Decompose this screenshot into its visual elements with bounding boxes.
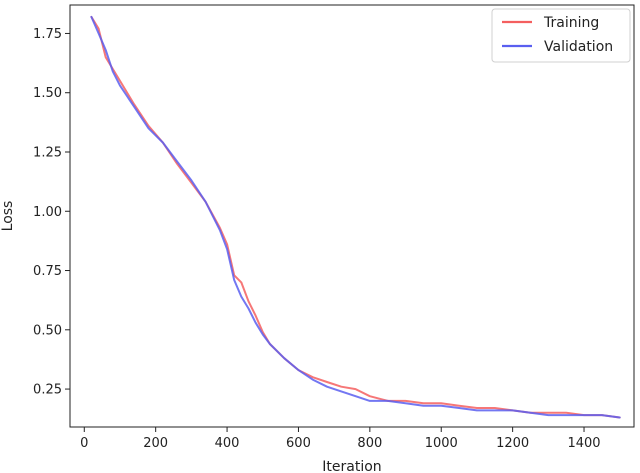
y-tick-label: 1.75 xyxy=(33,27,62,42)
legend-label-training: Training xyxy=(543,15,599,31)
y-tick-label: 0.25 xyxy=(33,383,62,398)
x-tick-label: 200 xyxy=(143,436,168,451)
x-tick-label: 1000 xyxy=(425,436,458,451)
y-tick-label: 1.50 xyxy=(33,86,62,101)
x-tick-label: 800 xyxy=(357,436,382,451)
y-tick-label: 0.50 xyxy=(33,323,62,338)
x-tick-label: 400 xyxy=(215,436,240,451)
y-tick-label: 1.00 xyxy=(33,205,62,220)
y-tick-label: 1.25 xyxy=(33,145,62,160)
plot-area xyxy=(69,4,635,428)
series-line-validation xyxy=(90,15,621,419)
y-axis: 0.25 0.50 0.75 1.00 1.25 1.50 1.75 xyxy=(33,27,70,398)
y-axis-label: Loss xyxy=(0,201,16,232)
x-tick-label: 1200 xyxy=(496,436,529,451)
y-tick-label: 0.75 xyxy=(33,264,62,279)
x-axis: 0 200 400 600 800 1000 1200 1400 xyxy=(80,427,601,451)
x-axis-label: Iteration xyxy=(322,459,381,473)
x-tick-label: 1400 xyxy=(567,436,600,451)
series-lines xyxy=(90,15,621,419)
x-tick-label: 0 xyxy=(80,436,88,451)
legend: Training Validation xyxy=(491,8,631,63)
legend-label-validation: Validation xyxy=(544,39,613,55)
x-tick-label: 600 xyxy=(286,436,311,451)
